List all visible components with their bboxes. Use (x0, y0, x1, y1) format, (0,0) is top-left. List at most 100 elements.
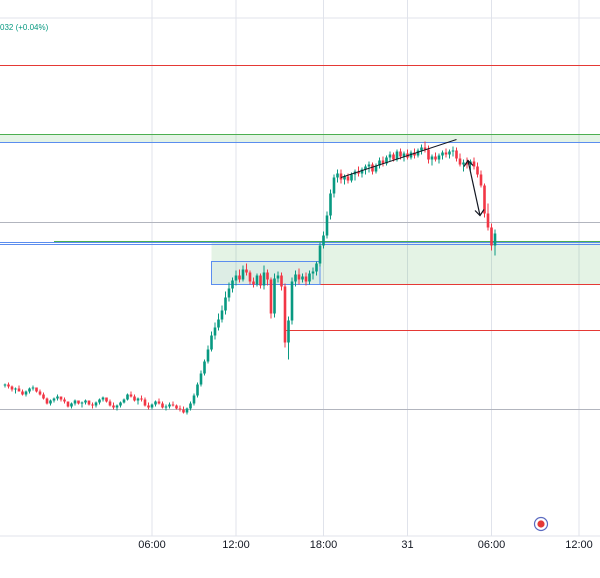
candle-body (168, 404, 171, 407)
trendline (340, 139, 457, 178)
blue-box (211, 261, 321, 285)
candle-body (245, 269, 248, 273)
candle-body (224, 297, 227, 311)
candle (52, 397, 56, 403)
candle (28, 387, 31, 394)
candle-body (371, 164, 374, 172)
candle-body (395, 151, 399, 160)
candle-body (465, 162, 469, 165)
candle (203, 359, 206, 376)
candle-body (220, 310, 224, 320)
candle (294, 270, 297, 287)
candle-body (171, 404, 175, 406)
candle (189, 401, 192, 411)
candle (430, 154, 434, 166)
candle (59, 396, 63, 402)
candle-body (112, 405, 115, 408)
candle-body (269, 279, 273, 314)
candle (479, 170, 483, 188)
candle (437, 153, 441, 164)
candle (276, 271, 280, 283)
candle (105, 397, 108, 403)
candle-body (416, 150, 420, 156)
candle-body (455, 150, 458, 159)
candle-body (301, 276, 304, 280)
candle (490, 223, 493, 251)
candle (231, 277, 234, 293)
candle (7, 382, 10, 389)
candle-body (42, 394, 45, 399)
candle-body (483, 185, 486, 214)
candle (472, 157, 476, 170)
candle-body (35, 387, 38, 392)
candle-body (210, 335, 213, 350)
candle (462, 159, 465, 172)
candle (269, 277, 273, 319)
candle (199, 370, 203, 387)
candle-body (185, 408, 189, 413)
candle (255, 273, 259, 287)
candle (409, 150, 413, 160)
arrow-head-bottom (474, 209, 485, 217)
candle-body (329, 193, 332, 216)
candle (24, 390, 28, 397)
candle-body (322, 235, 325, 246)
candle-body (241, 269, 245, 280)
candle (101, 396, 105, 402)
candle (115, 404, 119, 411)
candle (10, 385, 14, 392)
candle (119, 401, 122, 408)
zones-layer (0, 134, 600, 285)
candle (35, 387, 38, 393)
candle-body (385, 157, 388, 164)
candle (87, 400, 91, 406)
candle-body (38, 391, 42, 395)
record-circle-icon[interactable] (533, 516, 549, 532)
candle (147, 402, 150, 410)
candle (220, 305, 224, 323)
candle (374, 163, 378, 174)
candle-body (399, 151, 402, 157)
candle-body (444, 152, 448, 155)
candle-body (24, 391, 28, 395)
candle (227, 282, 231, 302)
candle (31, 385, 35, 391)
candle-body (7, 384, 10, 387)
candle (133, 394, 136, 402)
candle (458, 153, 462, 167)
x-tick-label: 18:00 (310, 539, 338, 551)
candle-body (77, 400, 80, 404)
green-zone (0, 134, 600, 143)
candle (63, 397, 66, 404)
candle-body (199, 373, 203, 385)
candle-body (31, 387, 35, 389)
candle-body (66, 401, 70, 407)
candle-body (122, 399, 126, 403)
candle-body (105, 397, 108, 402)
candle (3, 383, 7, 388)
candle (322, 231, 325, 249)
candle-body (287, 320, 290, 343)
candle-body (290, 281, 294, 321)
candle-body (427, 149, 430, 160)
candle-body (423, 147, 427, 150)
candle (287, 316, 290, 360)
candle-body (143, 399, 147, 406)
double-arrow-shaft (467, 160, 481, 216)
candle-body (476, 166, 479, 175)
candle-body (479, 174, 483, 186)
candle (77, 400, 80, 405)
candle (42, 392, 45, 400)
candle-body (283, 286, 287, 343)
candle (315, 261, 318, 276)
candle-body (10, 386, 14, 390)
x-tick-label: 12:00 (222, 539, 250, 551)
candle (483, 183, 486, 218)
candle-body (308, 273, 311, 282)
candle (73, 399, 77, 406)
candle-body (364, 166, 367, 170)
candle (339, 169, 343, 184)
candle (129, 391, 133, 398)
